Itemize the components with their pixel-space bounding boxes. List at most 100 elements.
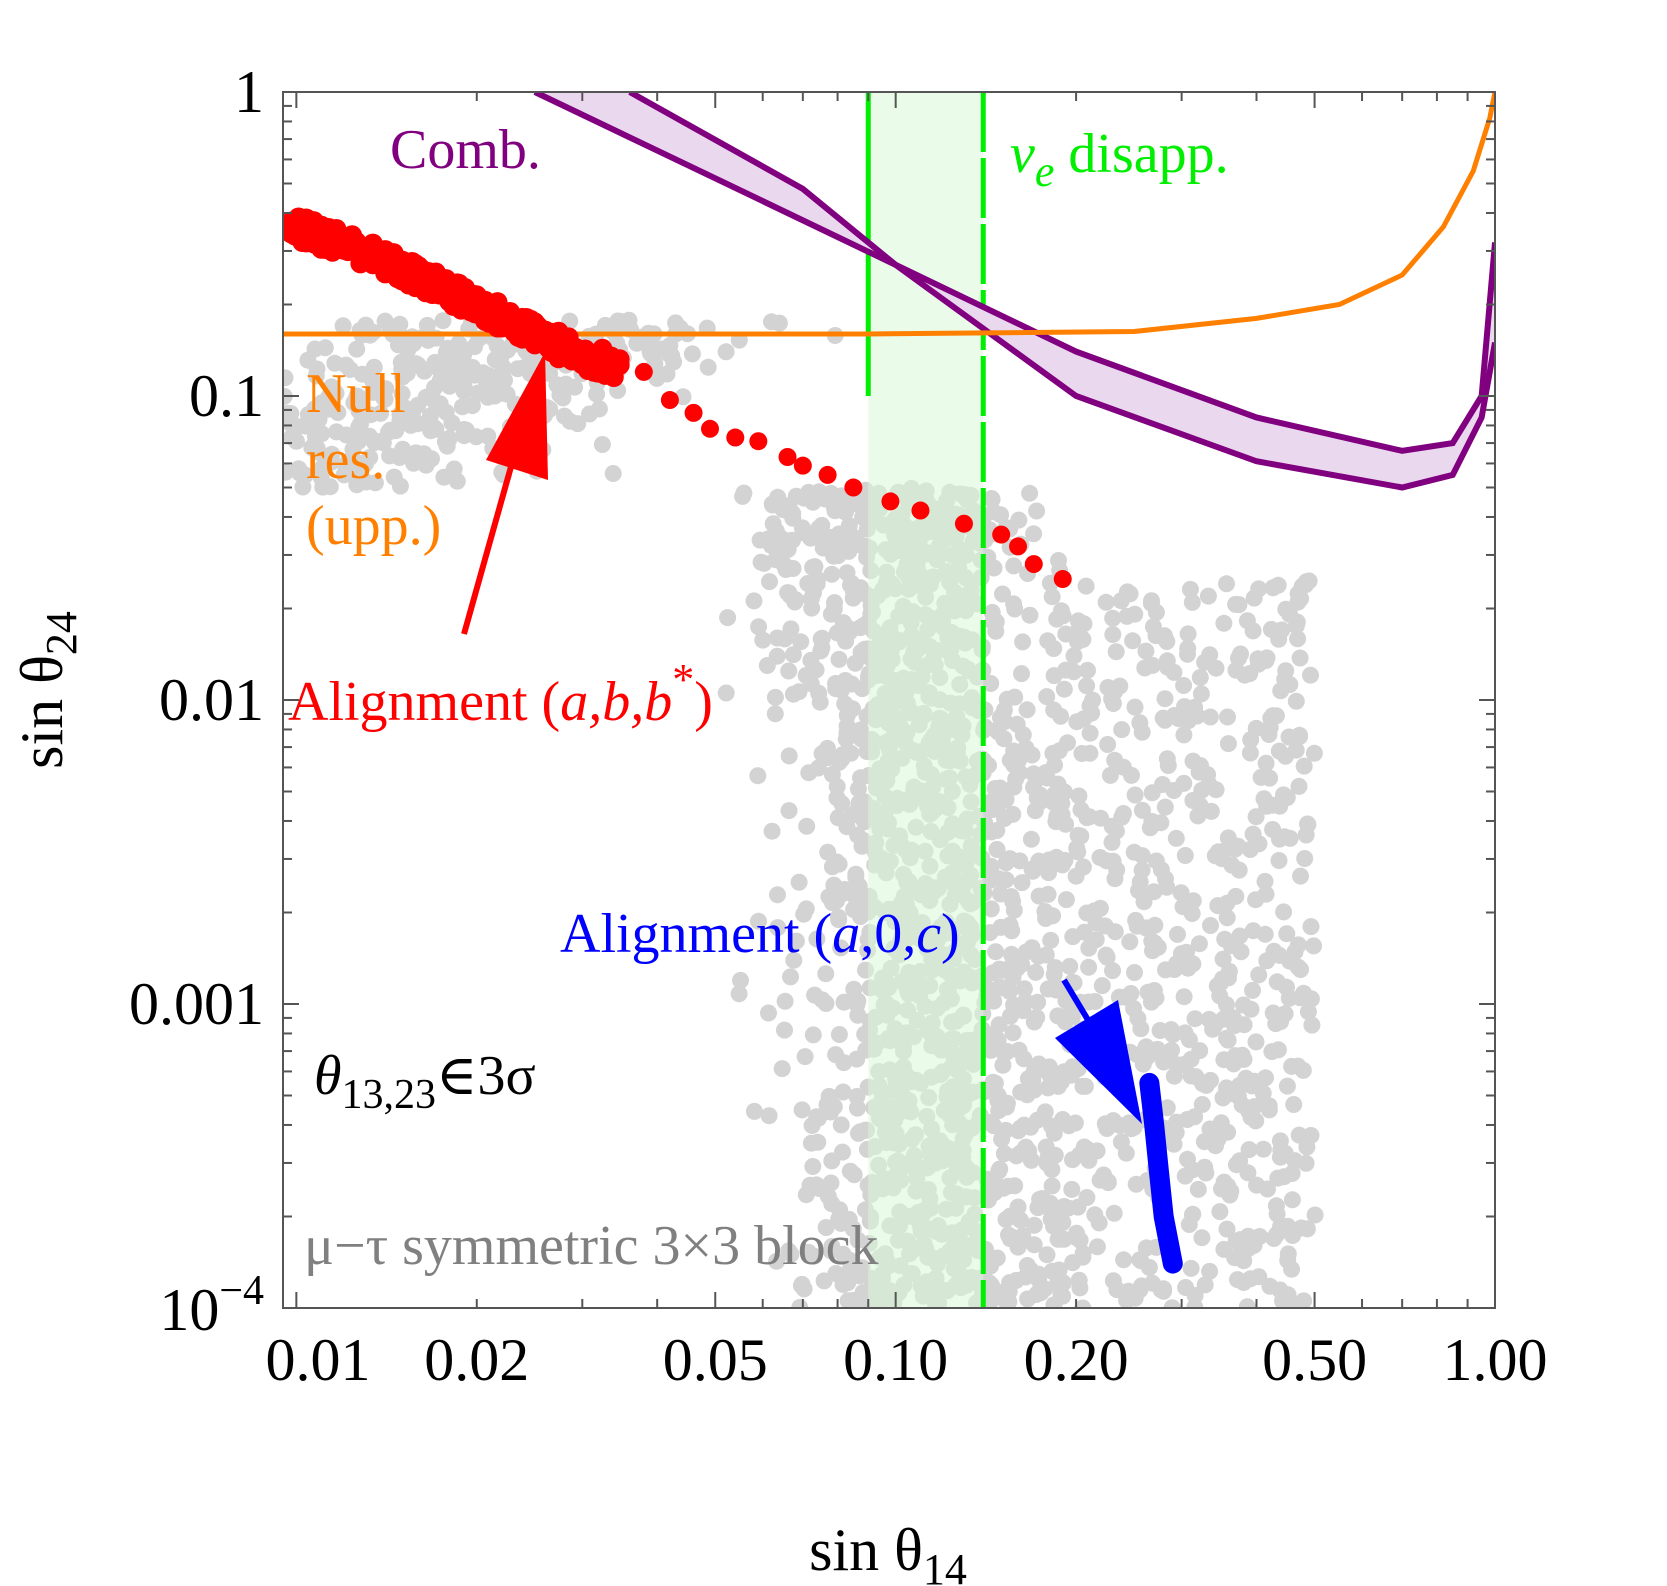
- gray-point: [719, 609, 737, 627]
- gray-point: [1299, 816, 1317, 833]
- gray-point: [810, 519, 828, 537]
- gray-point: [1042, 931, 1060, 949]
- gray-point: [1265, 1230, 1283, 1247]
- gray-point: [1001, 916, 1019, 934]
- gray-point: [515, 359, 533, 377]
- gray-point: [1227, 1156, 1245, 1174]
- gray-point: [784, 505, 802, 522]
- red-point: [1009, 537, 1028, 556]
- gray-point: [805, 1247, 823, 1265]
- gray-point: [832, 1116, 850, 1134]
- gray-point: [1096, 917, 1114, 935]
- gray-point: [1283, 1191, 1301, 1209]
- x-tick-label: 0.10: [843, 1327, 948, 1393]
- gray-point: [734, 487, 752, 505]
- red-point: [992, 525, 1011, 544]
- gray-point: [776, 992, 794, 1010]
- gray-point: [1013, 665, 1030, 683]
- gray-point: [844, 806, 862, 824]
- gray-point: [1080, 939, 1098, 957]
- gray-point: [448, 472, 466, 490]
- gray-point: [1152, 814, 1170, 832]
- red-point: [684, 403, 703, 422]
- gray-point: [830, 650, 848, 668]
- gray-point: [995, 979, 1013, 997]
- gray-point: [1201, 708, 1219, 726]
- gray-point: [840, 1210, 858, 1228]
- gray-point: [1289, 936, 1307, 954]
- gray-point: [1183, 593, 1201, 611]
- gray-point: [997, 1211, 1015, 1228]
- gray-point: [1290, 777, 1308, 795]
- gray-point: [1172, 884, 1190, 902]
- gray-point: [1045, 640, 1063, 657]
- gray-point: [1091, 849, 1109, 866]
- gray-point: [1289, 958, 1307, 976]
- gray-point: [1245, 589, 1263, 607]
- gray-point: [1126, 786, 1144, 804]
- gray-point: [791, 1299, 809, 1308]
- gray-point: [1295, 757, 1313, 775]
- gray-point: [1116, 988, 1134, 1006]
- gray-point: [1069, 843, 1087, 861]
- gray-point: [989, 1092, 1007, 1110]
- gray-point: [1025, 1236, 1043, 1254]
- gray-point: [494, 363, 511, 381]
- gray-point: [1176, 698, 1193, 716]
- gray-point: [1105, 1204, 1123, 1222]
- gray-point: [1156, 690, 1174, 708]
- gray-point: [1300, 572, 1318, 590]
- gray-point: [1175, 988, 1193, 1006]
- nue-disapp-label: νe disapp.: [1010, 123, 1229, 196]
- gray-point: [1302, 918, 1320, 936]
- gray-point: [1005, 595, 1023, 613]
- gray-point: [787, 932, 805, 950]
- gray-point: [813, 639, 831, 657]
- gray-point: [287, 432, 305, 450]
- gray-point: [830, 911, 848, 929]
- gray-point: [981, 871, 999, 889]
- gray-point: [769, 488, 787, 506]
- gray-point: [993, 1130, 1011, 1148]
- gray-point: [313, 425, 331, 443]
- gray-point: [775, 556, 793, 573]
- gray-point: [834, 1083, 852, 1101]
- gray-point: [819, 1187, 837, 1205]
- gray-point: [1184, 892, 1202, 910]
- gray-point: [1182, 1259, 1200, 1277]
- gray-point: [381, 447, 399, 465]
- gray-point: [1036, 1103, 1054, 1121]
- gray-point: [845, 1166, 863, 1184]
- gray-point: [323, 453, 341, 471]
- gray-point: [1227, 1232, 1245, 1250]
- gray-point: [1263, 1043, 1281, 1061]
- gray-point: [994, 1056, 1012, 1074]
- gray-point: [1278, 1077, 1296, 1095]
- gray-point: [1179, 645, 1196, 663]
- gray-point: [1191, 1042, 1209, 1060]
- gray-point: [1062, 1002, 1080, 1020]
- gray-point: [1302, 666, 1319, 684]
- gray-point: [1218, 894, 1236, 912]
- gray-point: [994, 585, 1011, 603]
- gray-point: [987, 943, 1005, 961]
- gray-point: [1264, 579, 1282, 597]
- gray-point: [308, 360, 326, 378]
- gray-point: [1045, 701, 1063, 719]
- gray-point: [1165, 782, 1183, 799]
- gray-point: [1081, 724, 1099, 742]
- gray-point: [1065, 647, 1083, 665]
- gray-point: [1013, 874, 1031, 892]
- gray-point: [1088, 1238, 1106, 1256]
- gray-point: [1005, 557, 1023, 575]
- gray-point: [1278, 925, 1296, 943]
- gray-point: [1281, 676, 1299, 693]
- gray-point: [1252, 768, 1270, 786]
- gray-point: [782, 1245, 800, 1263]
- gray-point: [1012, 1211, 1029, 1229]
- gray-point: [328, 423, 345, 441]
- gray-point: [1023, 939, 1041, 957]
- gray-point: [566, 378, 584, 396]
- gray-point: [381, 421, 399, 439]
- gray-point: [554, 389, 572, 407]
